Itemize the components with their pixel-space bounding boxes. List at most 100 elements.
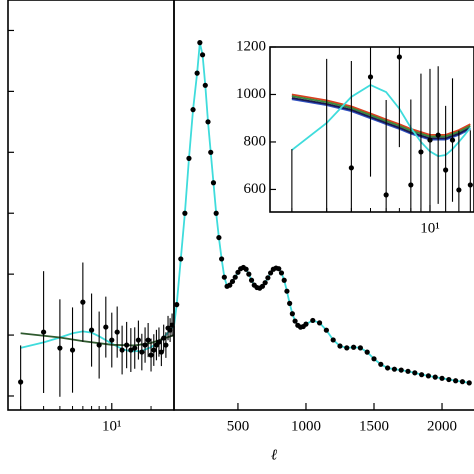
axes-frame — [173, 0, 474, 411]
data-point — [259, 283, 266, 289]
data-point — [40, 329, 47, 335]
data-point — [174, 302, 180, 308]
data-point — [391, 366, 398, 372]
data-point — [284, 288, 290, 294]
data-point — [316, 320, 323, 326]
data-point — [396, 54, 402, 60]
x-tick-label: 1500 — [359, 418, 389, 434]
y-tick-label: 1000 — [236, 86, 266, 102]
data-point — [151, 347, 157, 353]
data-point — [439, 375, 445, 381]
data-point — [243, 266, 249, 272]
inset-background — [270, 47, 474, 212]
data-point — [194, 70, 200, 76]
data-point — [432, 374, 438, 380]
data-point — [408, 182, 414, 188]
data-point — [178, 256, 184, 262]
x-axis-label: ℓ — [271, 447, 277, 463]
data-point — [405, 368, 411, 374]
data-point — [186, 155, 192, 161]
x-tick-label: 10¹ — [102, 418, 122, 434]
data-point — [216, 234, 222, 241]
data-point — [449, 137, 456, 143]
data-point — [348, 165, 354, 171]
data-point — [208, 149, 214, 155]
data-point — [385, 365, 391, 371]
data-point — [281, 277, 287, 283]
data-point — [419, 372, 425, 378]
data-point — [197, 40, 203, 46]
data-point — [383, 192, 389, 198]
x-tick-label: 2000 — [427, 418, 457, 434]
data-point — [323, 327, 329, 333]
data-point — [292, 318, 298, 324]
data-point — [371, 356, 377, 362]
data-point — [418, 149, 424, 155]
data-point — [145, 337, 151, 343]
x-tick-label: 10¹ — [420, 220, 440, 236]
data-point — [135, 337, 142, 343]
data-point — [278, 270, 285, 276]
data-point — [467, 182, 473, 188]
data-point — [190, 107, 196, 113]
plot-area — [291, 47, 473, 212]
data-point — [202, 82, 208, 88]
data-point — [18, 379, 24, 385]
panel: 10¹ — [7, 0, 175, 434]
data-point — [161, 335, 167, 341]
data-point — [169, 322, 174, 328]
data-point — [344, 345, 350, 351]
panel: 500 1000 1500 2000 ℓ — [173, 0, 474, 463]
data-point — [427, 137, 433, 143]
data-point — [88, 327, 95, 333]
data-point — [364, 349, 370, 355]
data-point — [378, 361, 384, 367]
data-point — [466, 380, 472, 386]
panel: 600 800 1000 1200 10¹ — [236, 38, 474, 236]
data-point — [446, 376, 452, 383]
data-point — [310, 317, 316, 324]
data-point — [453, 378, 459, 384]
data-point — [182, 210, 188, 216]
data-point — [456, 187, 462, 193]
y-tick-label: 1200 — [236, 38, 266, 54]
plot-area — [174, 40, 472, 386]
data-point — [265, 275, 271, 281]
data-point — [205, 119, 211, 125]
data-point — [357, 345, 363, 351]
data-point — [246, 271, 252, 277]
data-point — [139, 349, 145, 355]
data-point — [330, 337, 336, 343]
data-point — [229, 278, 236, 285]
data-point — [167, 327, 173, 333]
data-point — [119, 347, 125, 353]
y-tick-label: 800 — [244, 133, 267, 149]
data-point — [103, 324, 109, 330]
data-point — [221, 274, 227, 280]
data-point — [80, 299, 86, 305]
data-point — [132, 345, 138, 351]
data-point — [96, 342, 102, 348]
data-point — [158, 349, 164, 355]
x-tick-label: 1000 — [291, 418, 321, 434]
data-point — [337, 343, 343, 349]
data-point — [435, 132, 441, 138]
data-point — [109, 337, 115, 343]
data-point — [128, 347, 134, 353]
data-point — [459, 379, 466, 385]
data-point — [248, 277, 255, 283]
data-point — [350, 344, 357, 350]
data-point — [287, 300, 293, 306]
data-point — [69, 347, 76, 353]
x-tick-label: 500 — [227, 418, 250, 434]
data-point — [267, 270, 274, 276]
data-point — [199, 52, 206, 58]
data-point — [163, 342, 169, 348]
data-point — [142, 342, 148, 348]
data-point — [289, 311, 295, 317]
data-point — [210, 180, 217, 186]
data-point — [57, 345, 63, 351]
data-point — [219, 256, 225, 262]
data-point — [213, 210, 219, 216]
